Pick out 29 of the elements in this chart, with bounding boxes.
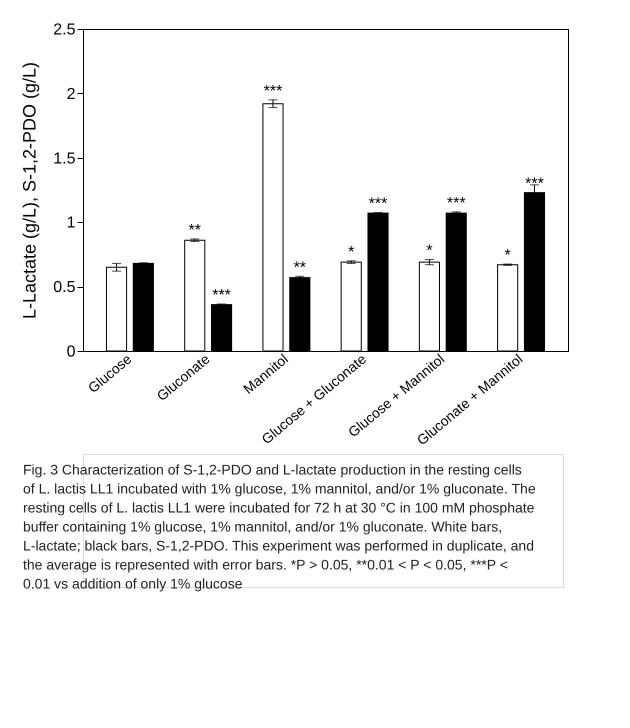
y-tick-label: 2 <box>66 86 76 103</box>
bar <box>184 240 206 352</box>
bar <box>106 266 128 352</box>
y-tick-label: 1.5 <box>53 150 76 168</box>
annotation: * <box>426 242 433 260</box>
bar <box>367 212 389 352</box>
bar <box>446 212 467 352</box>
annotation: *** <box>264 82 282 100</box>
annotation: *** <box>446 194 466 212</box>
y-tick-label: 0.5 <box>53 279 76 296</box>
y-tick-label: 1 <box>66 214 76 232</box>
bar <box>340 262 362 352</box>
bar <box>211 304 232 352</box>
annotation: *** <box>212 286 231 304</box>
bar <box>262 103 284 352</box>
annotation: *** <box>525 176 544 193</box>
annotation: ** <box>188 222 201 239</box>
annotation: * <box>348 244 354 261</box>
annotation: * <box>504 247 511 264</box>
y-tick-label: 2.5 <box>53 22 76 38</box>
bar <box>418 262 440 352</box>
bar <box>132 262 154 352</box>
annotation: ** <box>294 259 306 276</box>
bar <box>289 277 310 352</box>
annotation: *** <box>368 196 388 213</box>
y-tick-label: 0 <box>66 344 76 360</box>
bar <box>497 264 518 352</box>
y-axis-title: L-Lactate (g/L), S-1,2-PDO (g/L) <box>19 62 40 320</box>
caption: Fig. 3 Characterization of S-1,2-PDO and L-lactate production in the resting cells of L. lactis LL1 incubated with 1% glucose, 1% mannitol, and/or 1% gluconate. The resting cells of L. lactis LL1 were incubated for 72 h at 30 °C in 100 mM phosphate buffer containing 1% glucose, 1% mannitol, and/or 1% gluconate. White bars, L-lactate; black bars, S-1,2-PDO. This experiment was performed in duplicate, and the average is represented with error bars. *P > 0.05, **0.01 < P < 0.05, ***P < 0.01 vs addition of only 1% glucose <box>23 462 536 592</box>
